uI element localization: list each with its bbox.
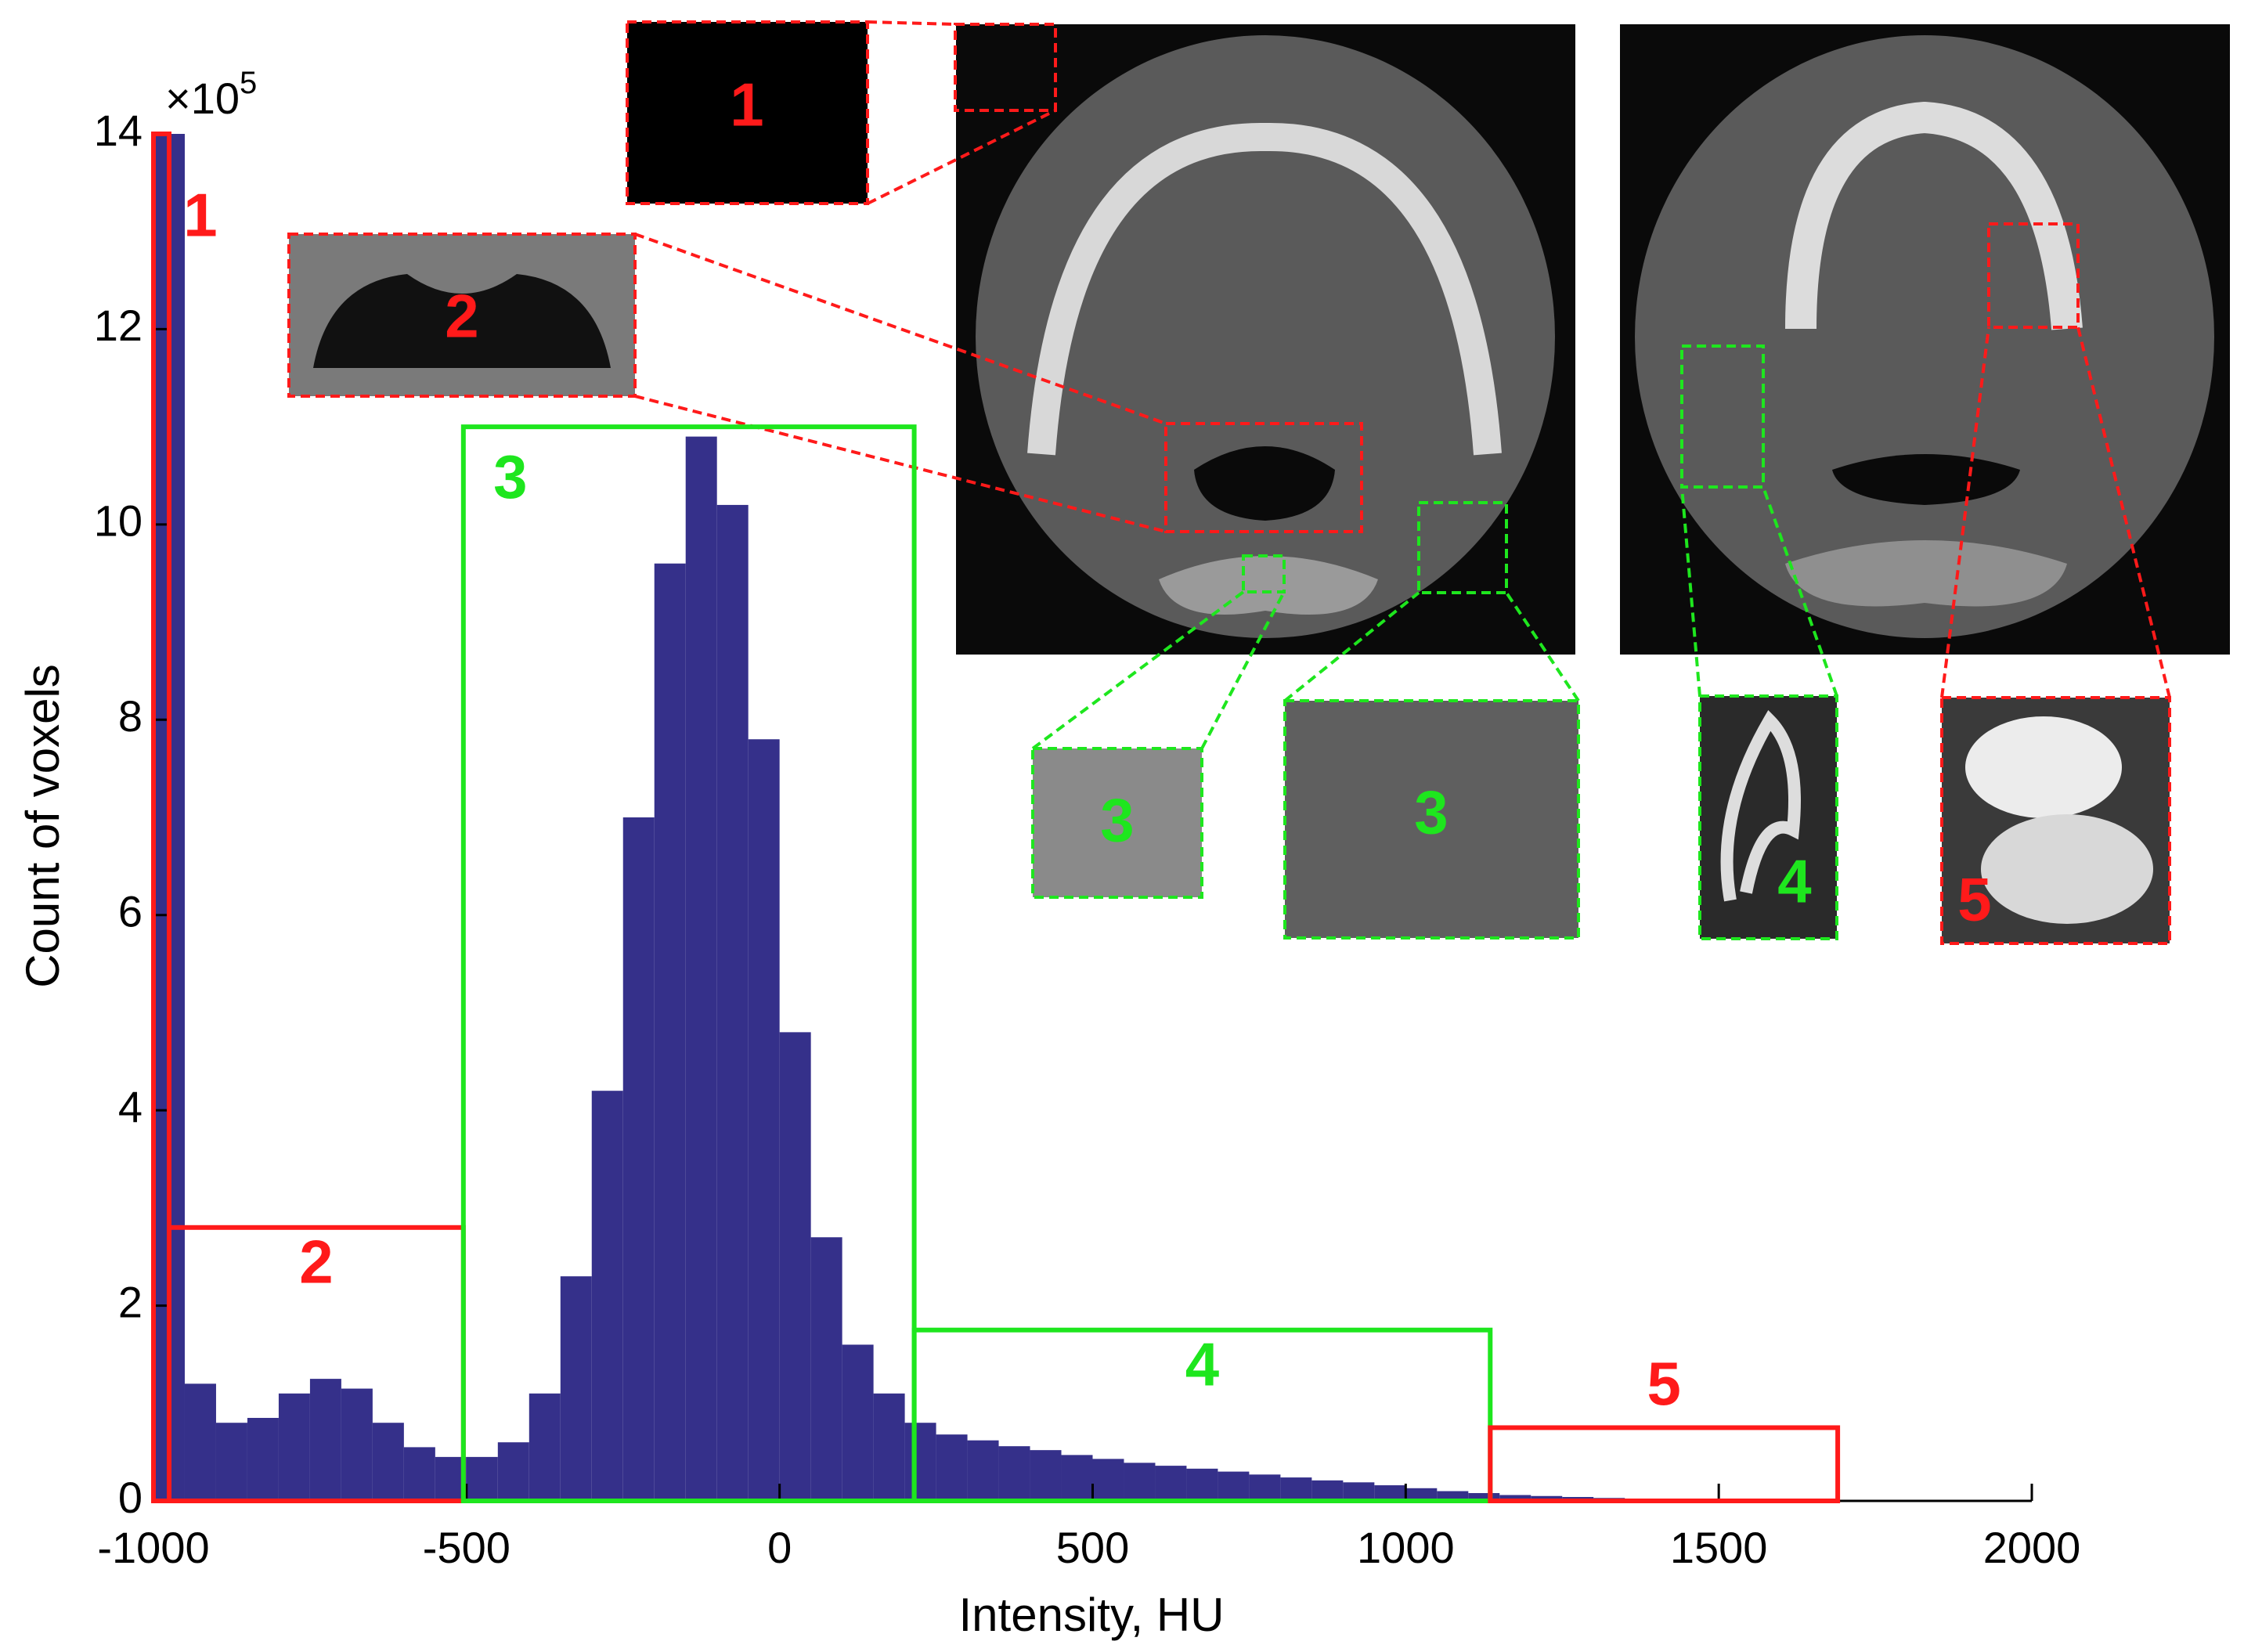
bar [779, 1032, 811, 1501]
region-box [1488, 1425, 1841, 1503]
bar [184, 1383, 216, 1501]
inset-label: 1 [730, 70, 763, 139]
region-label: 5 [1647, 1349, 1681, 1418]
y-axis-label: Count of voxels [16, 664, 69, 988]
inset-label: 2 [445, 282, 478, 351]
x-axis-label: Intensity, HU [959, 1589, 1225, 1641]
x-tick-label: 1000 [1357, 1523, 1455, 1572]
bar [1343, 1482, 1375, 1501]
region-label: 2 [299, 1227, 333, 1296]
inset-3a: 3 [1031, 747, 1203, 899]
bar [685, 436, 717, 1501]
bar [466, 1456, 498, 1501]
inset-2: 2 [287, 233, 637, 398]
bar [591, 1091, 623, 1501]
bar [215, 1423, 247, 1501]
bar [560, 1276, 592, 1501]
bar [1468, 1493, 1500, 1501]
y-multiplier: ×105 [165, 66, 257, 123]
bar [842, 1344, 874, 1501]
bar [654, 563, 686, 1501]
y-tick-label: 8 [118, 691, 143, 741]
bar [716, 504, 749, 1501]
bar [1092, 1459, 1124, 1501]
bar [1499, 1495, 1531, 1501]
bar [1531, 1495, 1563, 1501]
inset-5: 5 [1940, 696, 2171, 945]
region-box [151, 132, 171, 1503]
bar [247, 1417, 279, 1501]
inset-label: 4 [1777, 847, 1811, 916]
bar [1186, 1468, 1218, 1501]
inset-label: 3 [1100, 786, 1134, 855]
inset-label: 5 [1957, 865, 1991, 934]
region-label: 1 [183, 181, 217, 250]
x-tick-label: 1500 [1670, 1523, 1768, 1572]
x-tick-label: 0 [767, 1523, 792, 1572]
bar [372, 1423, 404, 1501]
inset-1: 1 [626, 20, 869, 205]
bar [1061, 1455, 1093, 1501]
bar [497, 1442, 529, 1501]
x-tick-label: 2000 [1983, 1523, 2081, 1572]
y-tick-label: 12 [94, 301, 143, 350]
bar [936, 1434, 968, 1501]
ct-image-1 [956, 24, 1575, 655]
bar [278, 1393, 310, 1501]
region-box [911, 1327, 1493, 1503]
bar [748, 739, 780, 1501]
y-tick-label: 10 [94, 496, 143, 546]
y-tick-label: 0 [118, 1473, 143, 1522]
bar [904, 1423, 936, 1501]
connectors [634, 20, 2171, 750]
bar [1155, 1466, 1187, 1501]
bar [309, 1379, 341, 1501]
ct-image-2 [1620, 24, 2230, 655]
y-tick-label: 14 [94, 106, 143, 155]
bar [529, 1393, 561, 1501]
bar [1249, 1474, 1281, 1501]
bar [998, 1446, 1030, 1501]
y-tick-label: 6 [118, 887, 143, 936]
region-box [460, 424, 917, 1504]
bar [873, 1393, 905, 1501]
bar [1280, 1477, 1312, 1501]
region-label: 3 [493, 442, 527, 511]
bar [341, 1388, 373, 1501]
bar [1437, 1491, 1469, 1501]
bar [1374, 1485, 1406, 1501]
inset-4: 4 [1698, 694, 1838, 940]
y-tick-label: 2 [118, 1277, 143, 1326]
bar [1030, 1450, 1062, 1501]
x-tick-label: 500 [1056, 1523, 1129, 1572]
y-multiplier-exponent: 5 [240, 66, 257, 100]
bar [622, 817, 655, 1501]
bar [1218, 1471, 1250, 1501]
plot-area: -1000 -500 0 500 1000 1500 2000024681012141234… [94, 106, 2081, 1572]
x-tick-label: -1000 [97, 1523, 209, 1572]
y-tick-label: 4 [118, 1082, 143, 1131]
bar [1124, 1463, 1156, 1501]
inset-3b: 3 [1283, 699, 1580, 940]
bar [967, 1440, 999, 1501]
bar [403, 1447, 435, 1501]
region-label: 4 [1185, 1329, 1219, 1398]
bar [810, 1237, 842, 1501]
bar [1405, 1488, 1438, 1501]
y-multiplier-base: ×10 [165, 74, 240, 123]
x-tick-label: -500 [423, 1523, 510, 1572]
bar [1311, 1480, 1344, 1501]
inset-label: 3 [1414, 778, 1448, 847]
